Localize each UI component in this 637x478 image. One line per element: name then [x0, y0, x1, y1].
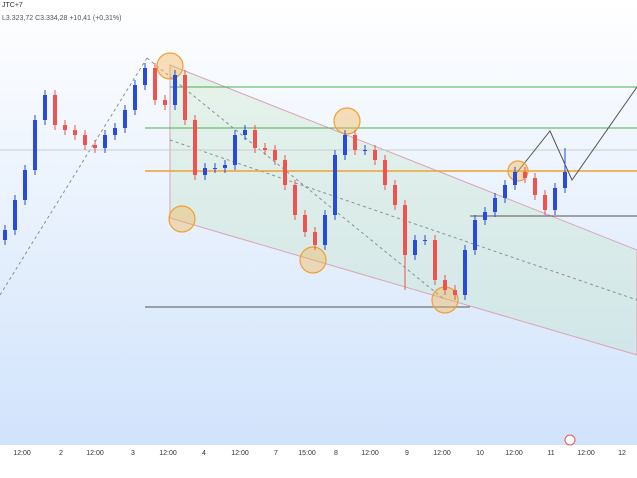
candle-body: [413, 240, 417, 255]
candle-body: [163, 100, 167, 105]
pivot-marker: [333, 107, 361, 135]
candle-body: [333, 155, 337, 215]
candle-body: [53, 95, 57, 125]
x-tick-label: 12: [618, 450, 626, 457]
candle-body: [563, 172, 567, 188]
candle-body: [173, 75, 177, 105]
candle-body: [353, 135, 357, 150]
candle-body: [193, 120, 197, 175]
candle-body: [183, 75, 187, 120]
candle-body: [523, 172, 527, 178]
candle-body: [393, 185, 397, 205]
x-tick-label: 15:00: [298, 450, 316, 457]
candle-body: [283, 160, 287, 185]
candle-body: [33, 120, 37, 170]
candle-body: [223, 165, 227, 168]
candle-body: [423, 240, 427, 241]
candle-body: [43, 95, 47, 120]
timezone: JTC+7: [2, 2, 23, 9]
candle-body: [273, 150, 277, 160]
x-tick-label: 3: [131, 450, 135, 457]
candle-body: [73, 130, 77, 135]
x-tick-label: 12:00: [577, 450, 595, 457]
candle-body: [93, 145, 97, 148]
event-icon[interactable]: [564, 434, 576, 446]
candle-body: [533, 178, 537, 195]
candle-body: [493, 198, 497, 212]
ohlc-legend: L3.323,72 C3.334,28 +10,41 (+0,31%): [2, 15, 121, 22]
plot-background: [0, 0, 637, 460]
candle-body: [123, 110, 127, 128]
x-tick-label: 7: [274, 450, 278, 457]
pivot-marker: [168, 205, 196, 233]
candle-body: [543, 195, 547, 210]
candle-body: [303, 215, 307, 232]
candle-body: [513, 172, 517, 185]
pivot-marker: [299, 246, 327, 274]
candle-body: [203, 168, 207, 175]
candle-body: [113, 128, 117, 135]
candle-body: [553, 188, 557, 210]
x-tick-label: 12:00: [86, 450, 104, 457]
candle-body: [103, 135, 107, 148]
candle-body: [63, 125, 67, 130]
candle-body: [233, 135, 237, 165]
x-tick-label: 11: [547, 450, 554, 457]
candle-body: [503, 185, 507, 198]
x-tick-label: 12:00: [433, 450, 451, 457]
candle-body: [153, 68, 157, 100]
candle-body: [143, 68, 147, 85]
candle-body: [473, 220, 477, 250]
candle-body: [373, 150, 377, 160]
candle-body: [323, 215, 327, 245]
candle-body: [263, 148, 267, 150]
trend-line: [0, 57, 148, 296]
x-tick-label: 10: [476, 450, 484, 457]
candle-body: [383, 160, 387, 185]
candle-body: [313, 232, 317, 245]
candle-body: [293, 185, 297, 215]
candle-body: [253, 130, 257, 148]
x-tick-label: 12:00: [13, 450, 31, 457]
candle-body: [13, 200, 17, 230]
candle-body: [363, 150, 367, 151]
x-tick-label: 12:00: [159, 450, 177, 457]
candle-body: [443, 280, 447, 290]
x-tick-label: 2: [59, 450, 63, 457]
candle-body: [403, 205, 407, 255]
candle-body: [453, 290, 457, 295]
x-tick-label: 9: [405, 450, 409, 457]
candle-body: [213, 168, 217, 169]
candle-body: [433, 240, 437, 280]
candle-body: [463, 250, 467, 295]
time-axis-background: [0, 445, 637, 478]
x-tick-label: 8: [334, 450, 338, 457]
candle-body: [343, 135, 347, 155]
x-tick-label: 4: [202, 450, 206, 457]
candle-body: [83, 135, 87, 145]
x-tick-label: 12:00: [231, 450, 249, 457]
candle-body: [133, 85, 137, 110]
x-tick-label: 12:00: [505, 450, 523, 457]
projection: [514, 86, 637, 182]
x-tick-label: 12:00: [361, 450, 379, 457]
candle-body: [23, 170, 27, 200]
trend-line: [146, 57, 446, 301]
pivot-marker: [156, 52, 184, 80]
candle-body: [3, 230, 7, 240]
candle-body: [483, 212, 487, 220]
candle-body: [243, 130, 247, 135]
